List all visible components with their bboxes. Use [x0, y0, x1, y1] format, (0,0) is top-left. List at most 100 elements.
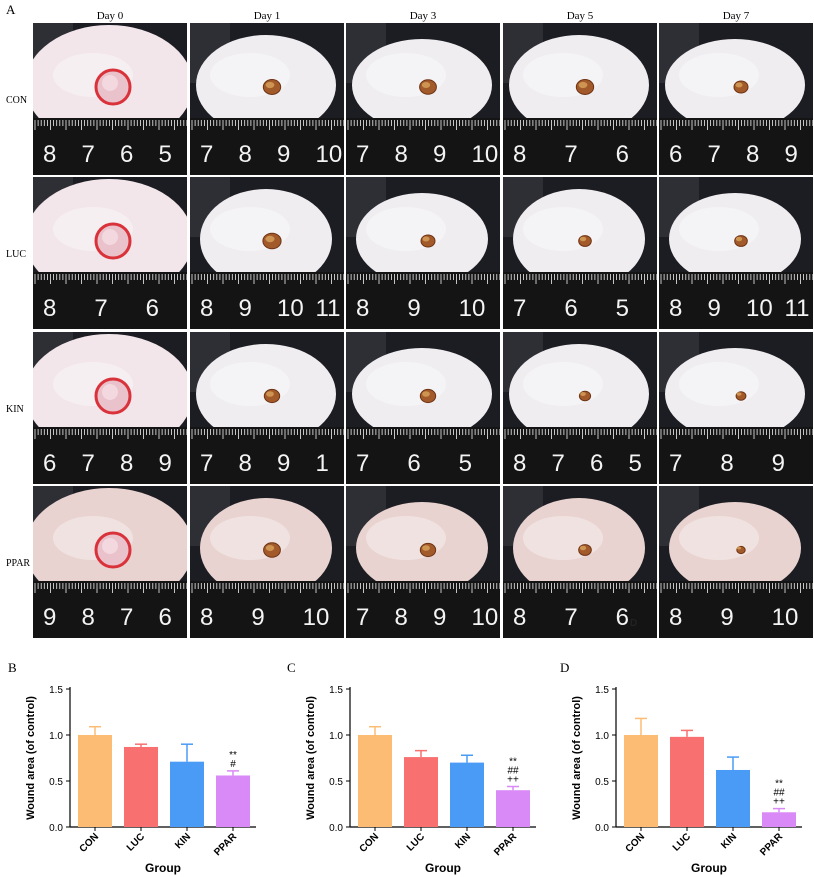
significance-mark: #: [230, 759, 236, 770]
ruler-number: 7: [356, 141, 369, 168]
ruler-number: 7: [356, 450, 369, 477]
significance-mark: **: [229, 750, 237, 761]
ruler-number: 7: [669, 450, 682, 477]
panel-letter-a: A: [6, 2, 16, 17]
scab-highlight: [735, 82, 743, 88]
ruler-number: 8: [513, 604, 526, 631]
ruler-number: 8: [395, 141, 408, 168]
significance-mark: **: [509, 757, 517, 768]
day-label-1: Day 1: [253, 10, 281, 22]
day-label-2: Day 3: [409, 10, 437, 22]
bar-luc: [404, 757, 438, 827]
bar-ppar: [762, 812, 796, 827]
ruler-number: 9: [785, 141, 798, 168]
y-tick-label: 1.5: [49, 685, 63, 696]
ruler-body: [190, 581, 344, 638]
ruler-number: 8: [239, 450, 252, 477]
ruler-number: 9: [251, 604, 264, 631]
skin-highlight: [679, 516, 759, 560]
ruler-body: [346, 427, 500, 484]
significance-mark: ##: [507, 766, 519, 777]
scab-highlight: [422, 545, 430, 551]
photo-luc-day-0: 8 7 6: [33, 177, 187, 329]
x-tick-label-kin: KIN: [719, 831, 739, 851]
ruler-body: [190, 427, 344, 484]
y-tick-label: 0.0: [49, 823, 63, 834]
group-label-kin: KIN: [6, 404, 24, 415]
ruler-number: 6: [616, 141, 629, 168]
ruler-number: 5: [629, 450, 642, 477]
ruler-number: 8: [669, 604, 682, 631]
ruler-number: 7: [82, 450, 95, 477]
ruler-body: [33, 427, 187, 484]
ruler-number: 9: [43, 604, 56, 631]
wound-shine: [102, 229, 118, 245]
x-tick-label-ppar: PPAR: [212, 831, 239, 858]
x-axis-label: Group: [425, 861, 461, 875]
x-tick-label-luc: LUC: [405, 831, 427, 853]
group-label-luc: LUC: [6, 249, 26, 260]
ruler-body: [190, 118, 344, 175]
ruler-number: 8: [669, 295, 682, 322]
ruler-number: 8: [43, 295, 56, 322]
ruler-number: 9: [277, 141, 290, 168]
ruler-body: [503, 427, 657, 484]
x-tick-label-con: CON: [358, 831, 382, 855]
ruler-number: 8: [82, 604, 95, 631]
photo-con-day-3: 8 7 6: [503, 23, 657, 175]
ruler-number: 8: [200, 604, 213, 631]
ruler-number: 7: [94, 295, 107, 322]
bar-ppar: [496, 790, 530, 827]
ruler-number: 6: [590, 450, 603, 477]
ruler-number: 6: [616, 604, 629, 631]
ruler-number: 6: [407, 450, 420, 477]
ruler-number: 1: [316, 450, 329, 477]
chart-b: Wound area (of control) 0.0 0.5 1.0 1.5 CON LU…: [25, 685, 256, 875]
day-label-0: Day 0: [96, 10, 124, 22]
wound-scab: [578, 544, 592, 556]
wound-scab: [734, 235, 748, 247]
day-label-4: Day 7: [722, 10, 750, 22]
y-axis-label: Wound area (of control): [305, 696, 317, 820]
ruler-body: [33, 581, 187, 638]
ruler-number: 8: [239, 141, 252, 168]
y-tick-label: 1.5: [329, 685, 343, 696]
ruler-number: 8: [720, 450, 733, 477]
ruler-number: 5: [159, 141, 172, 168]
photo-ppar-day-4: 8 9 10: [659, 486, 813, 638]
ruler-body: [659, 272, 813, 329]
ruler-number: 6: [159, 604, 172, 631]
ruler-body: [33, 272, 187, 329]
significance-mark: ++: [507, 775, 519, 786]
photo-luc-day-4: 8 9 10 11: [659, 177, 813, 329]
skin-highlight: [523, 362, 603, 406]
bar-luc: [124, 746, 158, 827]
x-tick-label-con: CON: [78, 831, 102, 855]
y-tick-label: 0.0: [595, 823, 609, 834]
ruler-body: [346, 118, 500, 175]
scab-highlight: [266, 391, 274, 397]
scab-highlight: [578, 81, 588, 89]
ruler-number: 6: [146, 295, 159, 322]
chart-d: Wound area (of control) 0.0 0.5 1.0 1.5 CON LU…: [571, 685, 802, 875]
x-tick-label-luc: LUC: [125, 831, 147, 853]
scab-highlight: [421, 82, 431, 88]
group-label-ppar: PPAR: [6, 558, 31, 569]
skin-highlight: [523, 207, 603, 251]
ruler-number: 10: [303, 604, 330, 631]
bar-con: [78, 735, 112, 827]
ruler-number: 11: [316, 295, 341, 322]
ruler-number: 7: [200, 141, 213, 168]
y-axis-label: Wound area (of control): [571, 696, 583, 820]
photo-ppar-day-3: 8 7 6: [503, 486, 657, 638]
scab-highlight: [580, 392, 586, 396]
ruler-number: 10: [772, 604, 799, 631]
ruler-number: 7: [552, 450, 565, 477]
ruler-number: 9: [407, 295, 420, 322]
photo-ppar-day-2: 7 8 9 10: [346, 486, 500, 638]
ruler-body: [503, 272, 657, 329]
ruler-number: 10: [472, 604, 499, 631]
